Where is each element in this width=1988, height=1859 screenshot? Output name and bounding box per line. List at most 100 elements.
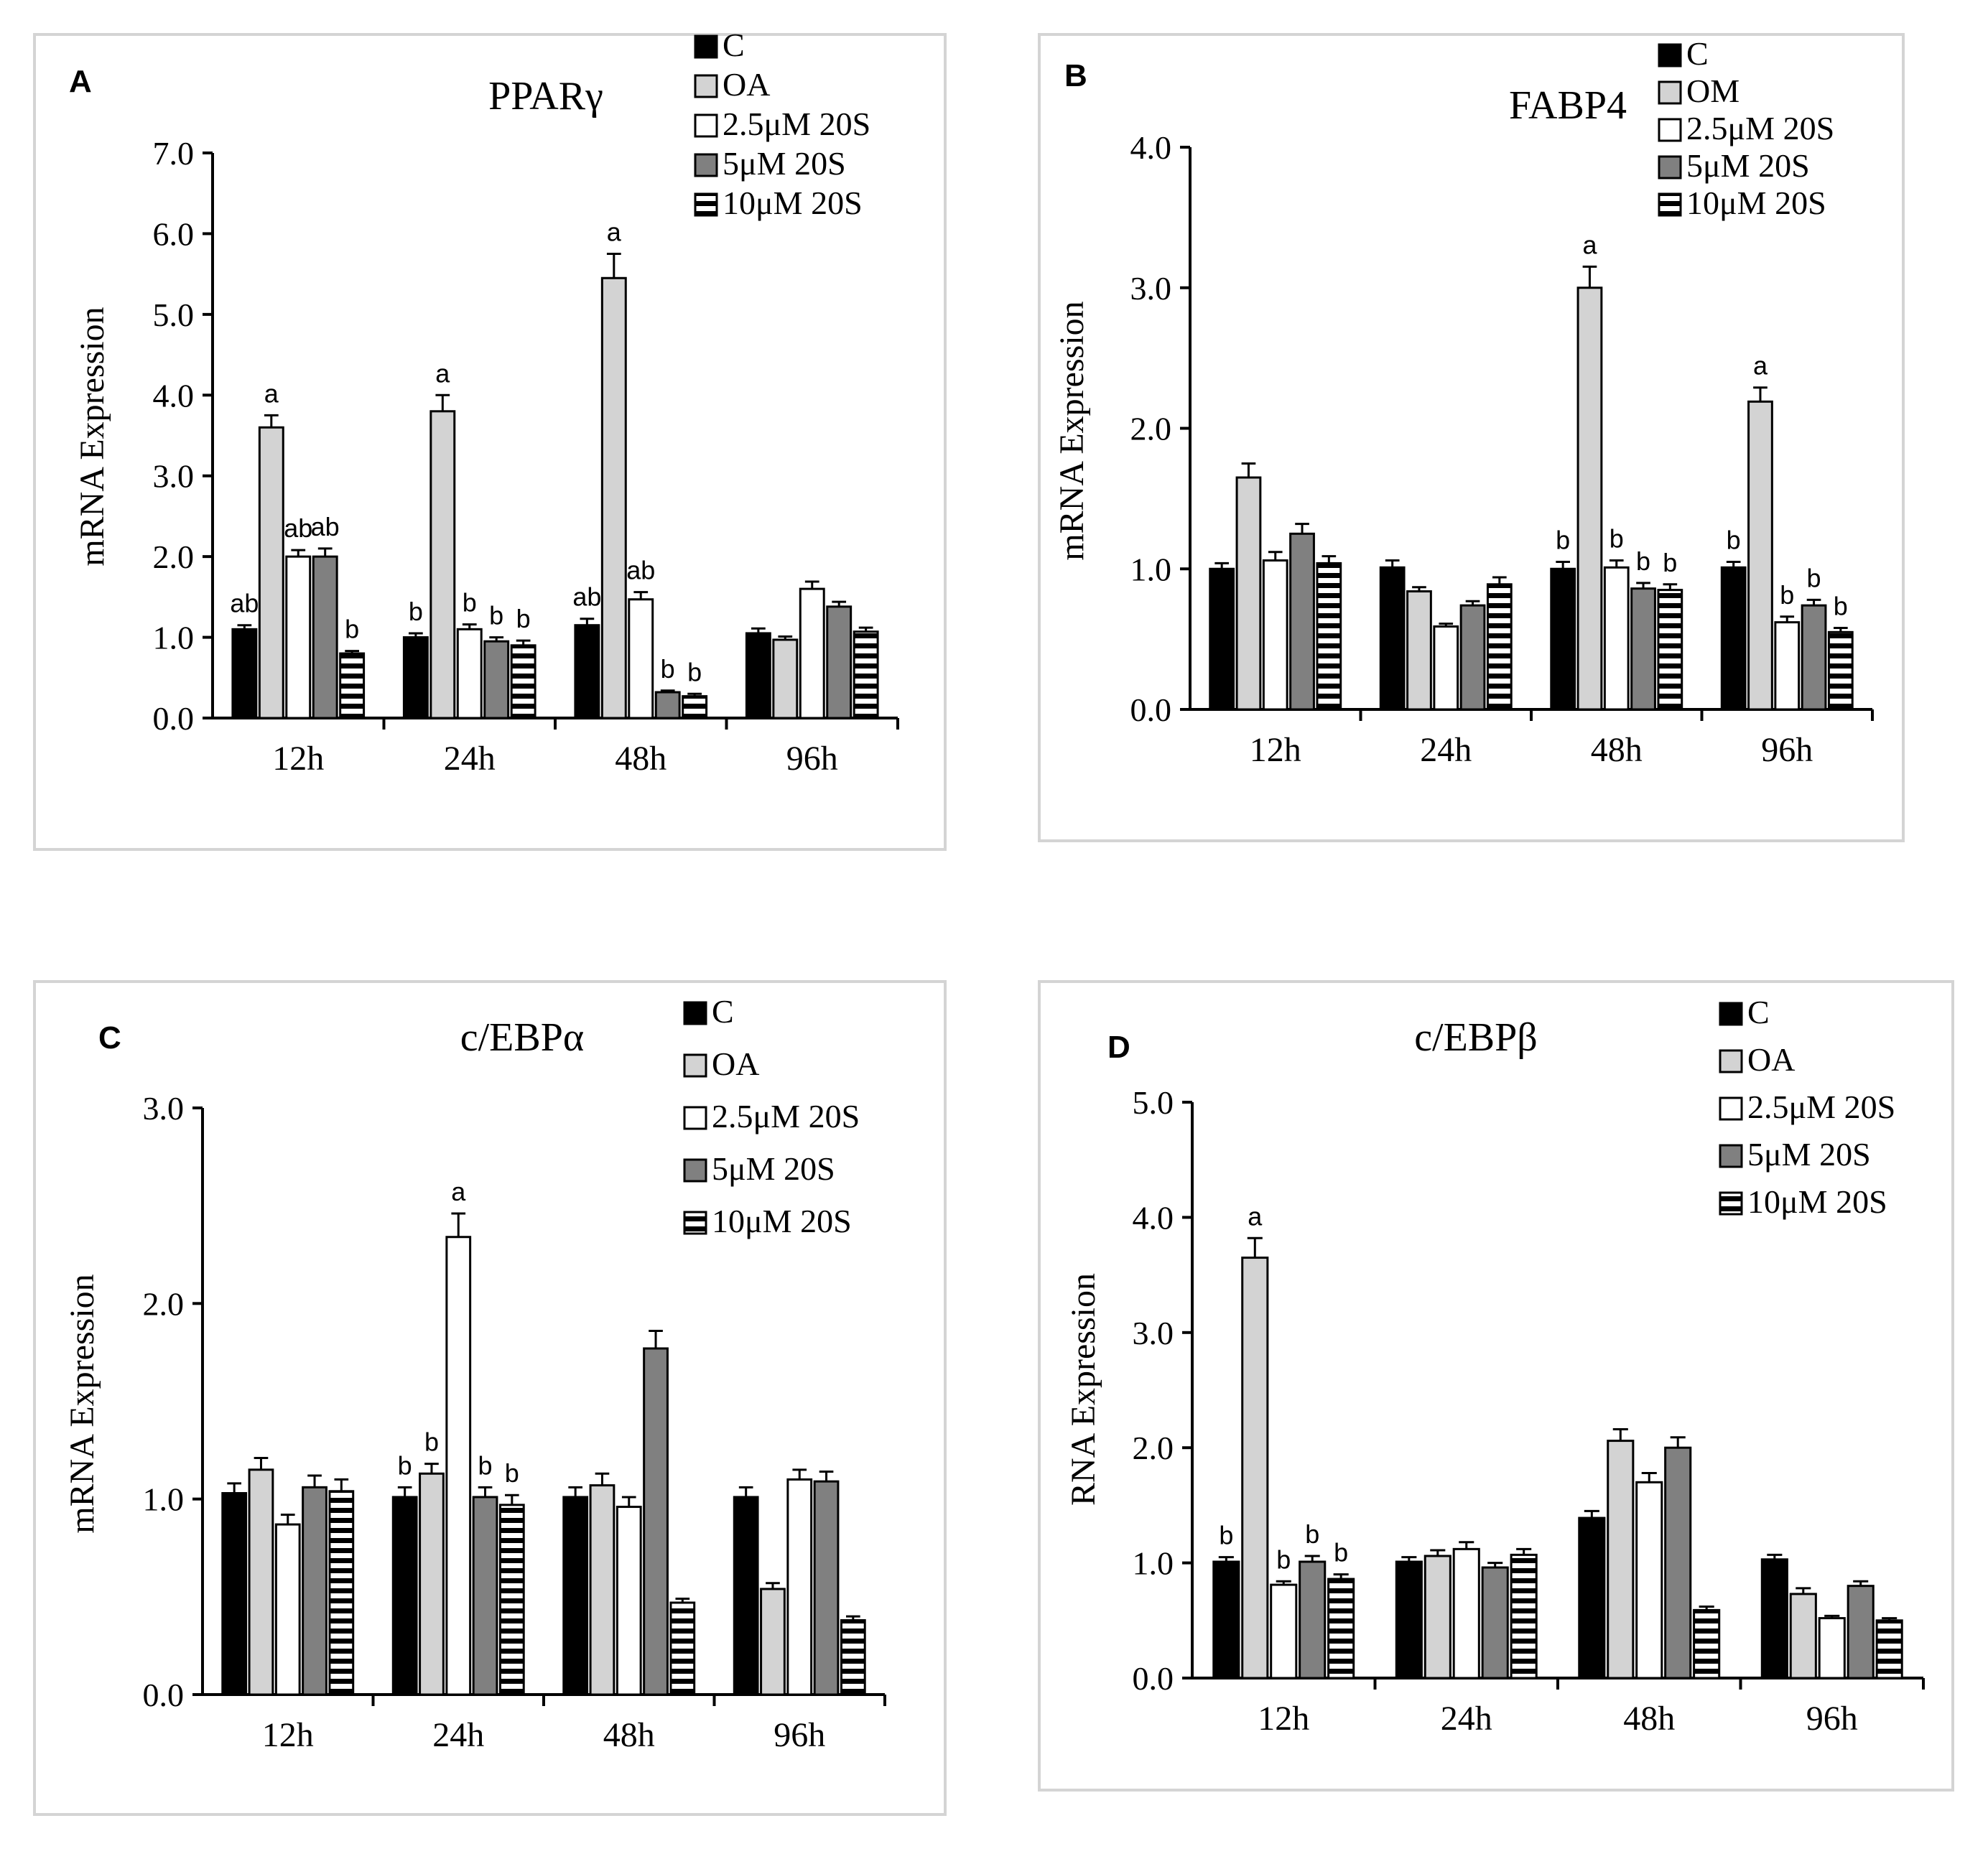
bar: [391, 1496, 418, 1696]
significance-label: b: [1219, 1521, 1233, 1550]
x-tick-label: 24h: [1441, 1700, 1492, 1738]
error-bar: [1439, 623, 1454, 627]
bar: [1607, 1440, 1635, 1679]
y-tick-label: 3.0: [1133, 1315, 1174, 1351]
legend-swatch: [683, 1106, 707, 1130]
y-axis-label: mRNA Expression: [63, 1274, 101, 1533]
error-bar: [504, 1494, 519, 1505]
legend-swatch: [683, 1158, 707, 1183]
significance-label: b: [661, 654, 675, 684]
legend-label: 10μM 20S: [723, 185, 863, 221]
x-tick-label: 96h: [1761, 731, 1813, 769]
legend-swatch: [1719, 1002, 1743, 1026]
error-bar: [1796, 1587, 1811, 1594]
legend-label: OA: [723, 66, 770, 103]
error-bar: [307, 1474, 322, 1488]
legend-swatch: [694, 153, 718, 177]
significance-label: a: [1582, 230, 1597, 259]
error-bar: [1492, 576, 1507, 584]
error-bar: [1726, 560, 1741, 568]
bar: [1875, 1619, 1903, 1679]
bar: [574, 624, 600, 719]
bar: [786, 1478, 813, 1696]
bar: [285, 555, 312, 719]
legend-swatch: [1658, 43, 1682, 67]
legend-swatch: [1658, 80, 1682, 105]
bar: [429, 410, 456, 719]
bar: [510, 644, 537, 719]
error-bar: [478, 1486, 493, 1497]
legend-swatch: [1658, 155, 1682, 180]
bar: [1818, 1617, 1846, 1679]
bar: [483, 640, 510, 719]
bar: [1395, 1560, 1423, 1679]
bar: [1299, 1560, 1327, 1679]
bar: [760, 1588, 786, 1696]
error-bar: [568, 1486, 583, 1497]
y-axis-label: RNA Expression: [1064, 1273, 1102, 1506]
error-bar: [1699, 1606, 1714, 1611]
y-tick-label: 2.0: [1130, 411, 1172, 447]
significance-label: b: [424, 1427, 439, 1457]
significance-label: b: [1807, 563, 1821, 592]
bar: [445, 1236, 472, 1696]
significance-label: b: [463, 588, 477, 618]
error-bar: [1276, 1580, 1291, 1585]
error-bar: [1556, 560, 1571, 569]
error-bar: [227, 1482, 242, 1494]
x-tick-label: 48h: [1591, 731, 1643, 769]
error-bar: [1663, 583, 1678, 590]
error-bar: [738, 1486, 753, 1497]
significance-label: a: [264, 378, 279, 408]
legend-label: 2.5μM 20S: [1747, 1089, 1895, 1125]
legend-label: 10μM 20S: [1686, 185, 1826, 221]
error-bar: [766, 1582, 780, 1589]
error-bar: [408, 632, 423, 638]
error-bar: [1459, 1541, 1474, 1550]
bar: [643, 1347, 669, 1696]
bar: [221, 1491, 248, 1696]
error-bar: [819, 1471, 834, 1482]
error-bar: [792, 1468, 807, 1480]
panel-B: B FABP4 0.0 1.0 2.0 3.0 4.0 mRNA Expression 12h 2…: [1038, 33, 1905, 842]
bar: [1630, 587, 1656, 711]
bar: [1720, 566, 1747, 711]
error-bar: [1780, 615, 1795, 623]
bar: [1327, 1578, 1355, 1679]
x-tick-label: 96h: [786, 740, 838, 778]
bar: [1379, 566, 1406, 711]
x-tick-label: 12h: [272, 740, 324, 778]
significance-label: b: [398, 1450, 412, 1480]
bar: [1576, 286, 1603, 711]
legend-label: 5μM 20S: [1686, 147, 1810, 184]
significance-label: ab: [284, 513, 312, 543]
bar: [733, 1496, 759, 1696]
bar: [339, 652, 366, 719]
bar: [1486, 583, 1513, 711]
y-tick-label: 0.0: [153, 700, 195, 737]
significance-label: b: [516, 604, 531, 633]
error-bar: [687, 692, 702, 696]
legend-label: 2.5μM 20S: [1686, 110, 1834, 146]
bar: [1693, 1608, 1721, 1679]
chart-title: FABP4: [1509, 83, 1627, 128]
bar: [1510, 1553, 1538, 1679]
error-bar: [1853, 1580, 1869, 1586]
legend: C OA 2.5μM 20S 5μM 20S 10μM 20S: [1719, 994, 1895, 1220]
legend-swatch: [1658, 192, 1682, 217]
panel-letter: C: [98, 1020, 121, 1056]
legend-swatch: [694, 34, 718, 59]
error-bar: [280, 1513, 295, 1525]
error-bar: [489, 636, 504, 642]
error-bar: [1322, 555, 1337, 564]
legend: C OA 2.5μM 20S 5μM 20S 10μM 20S: [683, 993, 860, 1239]
y-tick-label: 2.0: [1133, 1430, 1174, 1466]
legend-swatch: [1719, 1144, 1743, 1168]
significance-label: b: [505, 1458, 519, 1488]
chart-title: c/EBPβ: [1414, 1015, 1538, 1060]
significance-label: b: [489, 601, 503, 630]
error-bar: [1806, 598, 1821, 606]
error-bar: [516, 639, 531, 646]
y-tick-label: 5.0: [153, 297, 195, 333]
significance-label: b: [1636, 546, 1650, 576]
